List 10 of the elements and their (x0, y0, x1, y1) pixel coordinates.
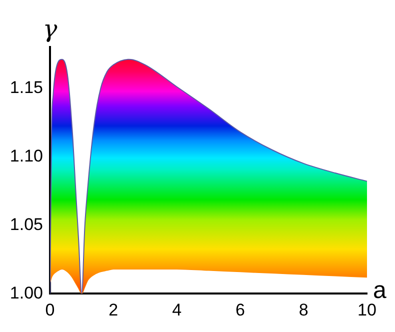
y-tick-label: 1.10 (10, 146, 43, 166)
x-tick-label: 8 (298, 300, 308, 320)
y-axis-title: γ (42, 15, 58, 44)
x-tick-label: 2 (108, 300, 118, 320)
x-tick-label: 0 (45, 300, 55, 320)
y-tick-label: 1.15 (10, 78, 43, 97)
y-tick-label: 1.00 (10, 283, 43, 302)
y-tick-label: 1.05 (10, 214, 43, 234)
x-tick-label: 6 (235, 300, 245, 320)
x-tick-label: 4 (172, 300, 182, 320)
